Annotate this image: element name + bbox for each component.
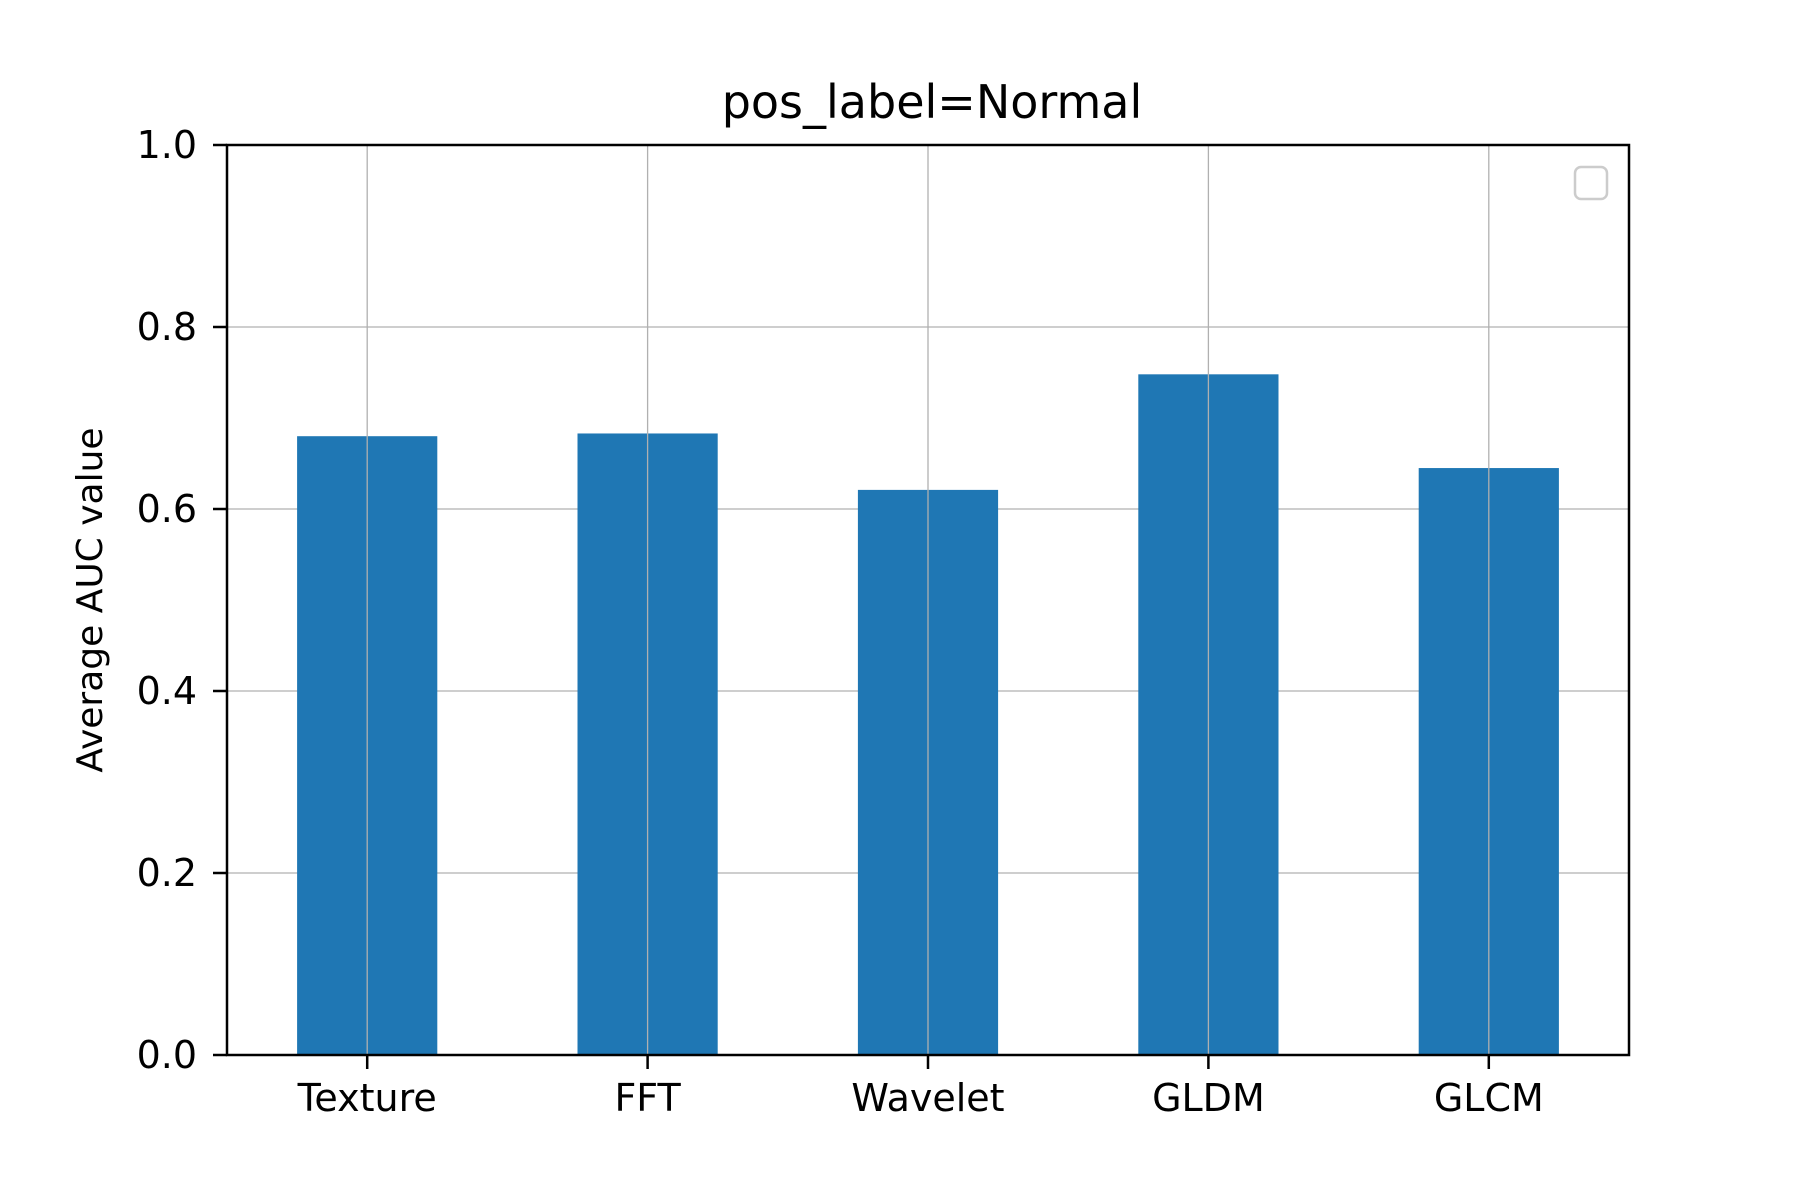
x-tick-label: GLDM (1152, 1076, 1265, 1120)
x-tick-label: Wavelet (851, 1076, 1004, 1120)
y-axis-ticks: 0.0 0.2 0.4 0.6 0.8 1.0 (137, 123, 227, 1077)
y-axis-label: Average AUC value (70, 427, 111, 772)
y-tick-label: 0.4 (137, 669, 197, 713)
x-tick-label: Texture (297, 1076, 437, 1120)
chart-title: pos_label=Normal (722, 75, 1143, 129)
x-tick-label: GLCM (1434, 1076, 1544, 1120)
x-axis-ticks: Texture FFT Wavelet GLDM GLCM (297, 1055, 1544, 1120)
y-tick-label: 1.0 (137, 123, 197, 167)
y-tick-label: 0.8 (137, 305, 197, 349)
y-tick-label: 0.2 (137, 851, 197, 895)
y-tick-label: 0.0 (137, 1033, 197, 1077)
x-grid-lines (366, 145, 1490, 1055)
legend (1573, 165, 1609, 201)
y-tick-label: 0.6 (137, 487, 197, 531)
x-tick-label: FFT (614, 1076, 681, 1120)
